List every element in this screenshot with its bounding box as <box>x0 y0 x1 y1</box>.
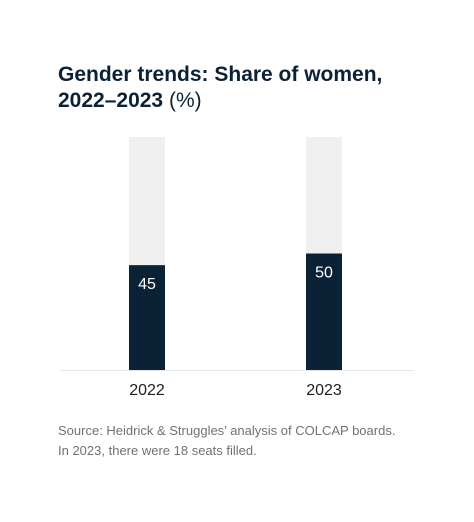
bars-group: 45 50 <box>129 137 342 370</box>
source-note: Source: Heidrick & Struggles’ analysis o… <box>58 421 448 461</box>
x-tick-labels: 2022 2023 <box>129 382 342 399</box>
x-tick-label-2022: 2022 <box>129 382 165 399</box>
data-label-2022: 45 <box>138 276 156 293</box>
bar-2023 <box>306 253 342 370</box>
chart-title-main: Gender trends: Share of women, 2022–2023 <box>58 63 383 112</box>
data-label-2023: 50 <box>315 265 333 282</box>
source-line-1: Source: Heidrick & Struggles’ analysis o… <box>58 423 396 438</box>
source-line-2: In 2023, there were 18 seats filled. <box>58 443 257 458</box>
x-tick-label-2023: 2023 <box>306 382 342 399</box>
chart-title-unit: (%) <box>168 89 202 112</box>
bar-2022 <box>129 265 165 370</box>
chart-title: Gender trends: Share of women, 2022–2023… <box>58 62 438 114</box>
